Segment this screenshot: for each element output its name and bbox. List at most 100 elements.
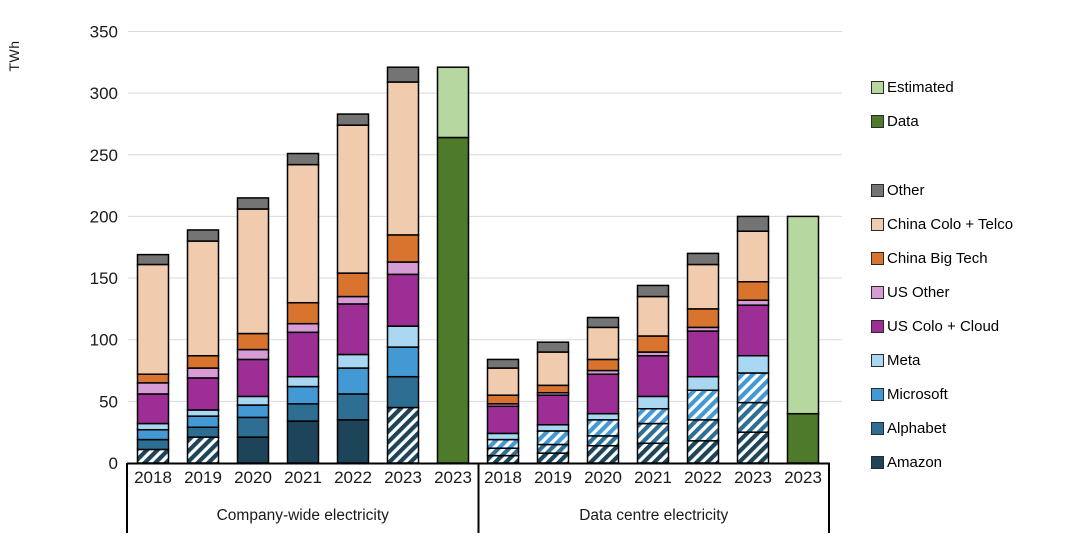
x-tick-label: 2022 (684, 468, 722, 487)
bar-segment-data (786, 412, 820, 464)
bar-segment (336, 124, 370, 274)
bar-segment-estimated (786, 215, 820, 415)
x-tick-label: 2023 (384, 468, 422, 487)
legend-item: Data (871, 104, 1013, 138)
bar-segment (386, 273, 420, 327)
bar-segment (536, 394, 570, 426)
legend-item: Amazon (871, 445, 1013, 479)
legend-label: Alphabet (887, 419, 947, 437)
legend-item: Alphabet (871, 411, 1013, 445)
bar-segment (186, 415, 220, 428)
legend-swatch (871, 217, 884, 231)
bar-segment (636, 442, 670, 464)
bar-segment (286, 403, 320, 422)
bar-segment (486, 447, 520, 457)
bar-segment (736, 431, 770, 464)
bar-segment (686, 308, 720, 329)
bar-segment (586, 419, 620, 437)
bar-segment (236, 404, 270, 419)
bar-segment (236, 436, 270, 464)
bar-segment (736, 280, 770, 301)
bar-segment (136, 438, 170, 451)
bar-segment (736, 401, 770, 433)
group-label: Company-wide electricity (217, 507, 390, 524)
x-tick-label: 2018 (484, 468, 522, 487)
bar-segment (186, 229, 220, 242)
bar-segment (336, 419, 370, 464)
bar-segment (486, 367, 520, 396)
bar-segment (536, 424, 570, 432)
legend-item: Meta (871, 343, 1013, 377)
x-tick-label: 2022 (334, 468, 372, 487)
legend-label: China Big Tech (887, 249, 988, 267)
legend-label: US Colo + Cloud (887, 317, 1000, 335)
bar-segment (536, 452, 570, 464)
bar-segment (186, 426, 220, 438)
x-tick-label: 2020 (584, 468, 622, 487)
legend-label: Microsoft (887, 385, 948, 403)
bar-segment (686, 419, 720, 442)
bar-segment-estimated (436, 66, 470, 139)
bar-segment (136, 448, 170, 464)
legend-item: Estimated (871, 70, 1013, 104)
bar-segment (186, 409, 220, 417)
legend-item: US Colo + Cloud (871, 309, 1013, 343)
bar-segment (336, 295, 370, 305)
legend-swatch (871, 455, 884, 469)
bar-segment (586, 444, 620, 464)
y-tick-label: 250 (90, 146, 118, 165)
bar-segment (536, 341, 570, 353)
bar-segment (586, 435, 620, 447)
bar-segment (486, 454, 520, 464)
bar-segment (286, 301, 320, 325)
bar-segment (236, 197, 270, 210)
bar-segment (136, 422, 170, 431)
y-tick-label: 0 (109, 454, 118, 473)
bar-segment (736, 354, 770, 374)
bar-segment (136, 428, 170, 441)
legend-swatch (871, 353, 884, 367)
legend-item: China Big Tech (871, 241, 1013, 275)
bar-segment (286, 322, 320, 334)
bar-segment (336, 303, 370, 356)
bar-segment (236, 332, 270, 351)
bar-segment (136, 373, 170, 384)
bar-segment (186, 367, 220, 379)
group-label: Data centre electricity (579, 507, 728, 524)
bar-segment (336, 272, 370, 298)
bar-segment (336, 367, 370, 395)
bar-segment (586, 326, 620, 361)
legend-item: China Colo + Telco (871, 207, 1013, 241)
bar-segment (286, 420, 320, 464)
chart-legend: Estimated Data Other China Colo + Telco Chin… (871, 70, 1013, 479)
bar-segment (236, 348, 270, 361)
y-tick-label: 350 (90, 22, 118, 41)
legend-item: Microsoft (871, 377, 1013, 411)
x-tick-label: 2019 (184, 468, 222, 487)
legend-item: Other (871, 173, 1013, 207)
bar-segment (486, 358, 520, 369)
bar-segment (386, 81, 420, 236)
bar-segment (586, 358, 620, 372)
bar-segment (386, 261, 420, 276)
bar-segment (736, 304, 770, 357)
legend-label: Data (887, 112, 919, 130)
legend-label: US Other (887, 283, 950, 301)
bar-segment (636, 354, 670, 398)
x-tick-label: 2021 (284, 468, 322, 487)
legend-swatch (871, 183, 884, 197)
bar-segment (386, 325, 420, 348)
legend-label: Estimated (887, 78, 954, 96)
bar-segment (186, 354, 220, 369)
legend-gap (871, 138, 1013, 173)
bar-segment (236, 395, 270, 406)
bar-segment (686, 375, 720, 392)
legend-swatch (871, 251, 884, 265)
y-tick-label: 200 (90, 207, 118, 226)
bar-segment (686, 263, 720, 310)
bar-segment (386, 66, 420, 83)
bar-segment-data (436, 136, 470, 464)
y-tick-label: 150 (90, 269, 118, 288)
bar-segment (386, 346, 420, 378)
